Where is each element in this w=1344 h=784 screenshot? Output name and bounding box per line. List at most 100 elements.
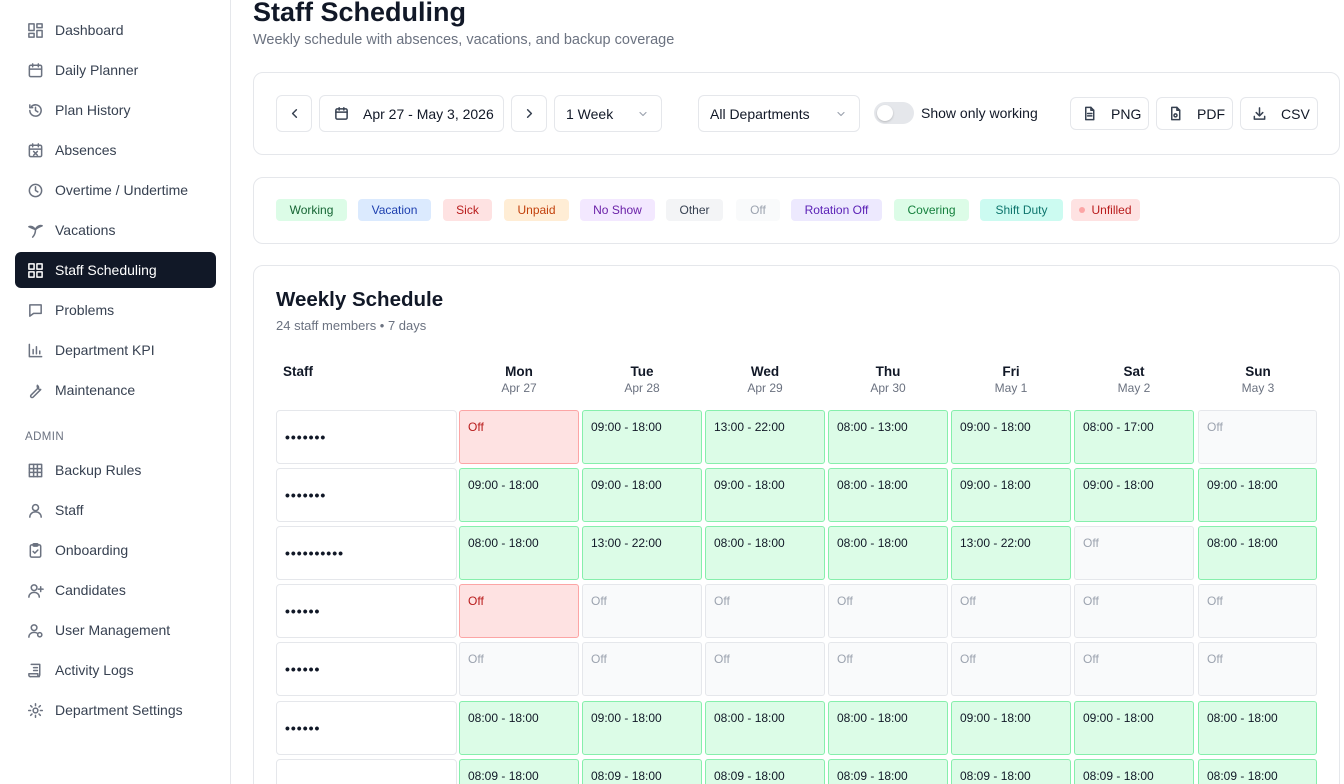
staff-name-cell[interactable]: •••••• <box>276 642 457 696</box>
sidebar-item-department-kpi[interactable]: Department KPI <box>15 332 216 368</box>
shift-cell[interactable]: Off <box>1074 642 1194 696</box>
shift-cell[interactable]: 08:00 - 18:00 <box>459 526 579 580</box>
page-title: Staff Scheduling <box>253 0 467 27</box>
shift-cell[interactable]: 08:00 - 18:00 <box>705 526 825 580</box>
shift-cell[interactable]: 08:00 - 18:00 <box>828 526 948 580</box>
shift-cell[interactable]: 08:00 - 18:00 <box>828 701 948 755</box>
sidebar-item-onboarding[interactable]: Onboarding <box>15 532 216 568</box>
shift-cell[interactable]: Off <box>828 584 948 638</box>
unfilled-dot-icon <box>1079 207 1086 213</box>
scroll-icon <box>26 661 44 679</box>
staff-name-cell[interactable]: •••••• <box>276 584 457 638</box>
shift-cell[interactable]: Off <box>459 584 579 638</box>
chevron-down-icon <box>837 111 845 116</box>
shift-cell[interactable]: Off <box>582 642 702 696</box>
shift-cell[interactable]: 08:09 - 18:00 <box>828 759 948 784</box>
shift-cell[interactable]: 08:09 - 18:00 <box>459 759 579 784</box>
shift-cell[interactable]: 08:00 - 18:00 <box>1198 701 1317 755</box>
shift-cell[interactable]: Off <box>459 642 579 696</box>
staff-name-cell[interactable]: •••••• <box>276 759 457 784</box>
shift-cell[interactable]: 08:00 - 17:00 <box>1074 410 1194 464</box>
legend-chip-label: Rotation Off <box>804 203 869 217</box>
show-only-working-toggle[interactable] <box>874 102 914 124</box>
grid-icon <box>26 261 44 279</box>
sidebar-item-staff-scheduling[interactable]: Staff Scheduling <box>15 252 216 288</box>
history-icon <box>26 101 44 119</box>
date-range-picker[interactable]: Apr 27 - May 3, 2026 <box>319 95 504 132</box>
sidebar-item-dashboard[interactable]: Dashboard <box>15 12 216 48</box>
shift-cell[interactable]: 08:00 - 18:00 <box>1198 526 1317 580</box>
shift-cell[interactable]: 08:09 - 18:00 <box>1198 759 1317 784</box>
shift-cell[interactable]: 09:00 - 18:00 <box>1074 468 1194 522</box>
sidebar-item-backup-rules[interactable]: Backup Rules <box>15 452 216 488</box>
palm-tree-icon <box>26 221 44 239</box>
sidebar-item-plan-history[interactable]: Plan History <box>15 92 216 128</box>
shift-cell[interactable]: 08:09 - 18:00 <box>1074 759 1194 784</box>
shift-cell[interactable]: 09:00 - 18:00 <box>459 468 579 522</box>
shift-cell[interactable]: 09:00 - 18:00 <box>582 701 702 755</box>
shift-cell[interactable]: 13:00 - 22:00 <box>705 410 825 464</box>
schedule-subtitle: 24 staff members • 7 days <box>276 318 427 333</box>
shift-cell[interactable]: Off <box>1198 584 1317 638</box>
shift-cell[interactable]: 09:00 - 18:00 <box>582 410 702 464</box>
shift-cell[interactable]: 13:00 - 22:00 <box>582 526 702 580</box>
shift-cell[interactable]: Off <box>951 642 1071 696</box>
sidebar-item-department-settings[interactable]: Department Settings <box>15 692 216 728</box>
staff-name-cell[interactable]: •••••••••• <box>276 526 457 580</box>
shift-cell[interactable]: Off <box>1074 526 1194 580</box>
shift-cell[interactable]: Off <box>705 642 825 696</box>
shift-cell[interactable]: 09:00 - 18:00 <box>951 410 1071 464</box>
sidebar-item-staff[interactable]: Staff <box>15 492 216 528</box>
export-png-button[interactable]: PNG <box>1070 97 1149 130</box>
shift-cell[interactable]: 09:00 - 18:00 <box>951 468 1071 522</box>
toggle-knob <box>877 105 893 121</box>
next-week-button[interactable] <box>511 95 547 132</box>
export-csv-button[interactable]: CSV <box>1240 97 1318 130</box>
chevron-down-icon <box>639 111 647 116</box>
sidebar-item-user-management[interactable]: User Management <box>15 612 216 648</box>
shift-cell[interactable]: 09:00 - 18:00 <box>705 468 825 522</box>
shift-cell[interactable]: 08:09 - 18:00 <box>582 759 702 784</box>
sidebar-item-daily-planner[interactable]: Daily Planner <box>15 52 216 88</box>
sidebar-item-problems[interactable]: Problems <box>15 292 216 328</box>
staff-name-cell[interactable]: •••••• <box>276 701 457 755</box>
shift-cell[interactable]: Off <box>705 584 825 638</box>
shift-cell[interactable]: 08:00 - 18:00 <box>828 468 948 522</box>
shift-cell[interactable]: 08:00 - 18:00 <box>459 701 579 755</box>
period-select[interactable]: 1 Week <box>554 95 662 132</box>
page-subtitle: Weekly schedule with absences, vacations… <box>253 32 675 48</box>
shift-cell[interactable]: Off <box>1074 584 1194 638</box>
staff-name-cell[interactable]: ••••••• <box>276 410 457 464</box>
shift-cell[interactable]: 13:00 - 22:00 <box>951 526 1071 580</box>
day-date: May 1 <box>994 381 1028 395</box>
export-pdf-button[interactable]: PDF <box>1156 97 1233 130</box>
shift-cell[interactable]: Off <box>951 584 1071 638</box>
shift-cell[interactable]: Off <box>1198 410 1317 464</box>
sidebar-item-activity-logs[interactable]: Activity Logs <box>15 652 216 688</box>
shift-cell[interactable]: Off <box>1198 642 1317 696</box>
shift-cell[interactable]: 09:00 - 18:00 <box>1198 468 1317 522</box>
department-select[interactable]: All Departments <box>698 95 860 132</box>
shift-cell[interactable]: 08:00 - 18:00 <box>705 701 825 755</box>
sidebar-item-absences[interactable]: Absences <box>15 132 216 168</box>
sidebar-item-label: Plan History <box>55 102 131 118</box>
sidebar-item-vacations[interactable]: Vacations <box>15 212 216 248</box>
sidebar-item-overtime[interactable]: Overtime / Undertime <box>15 172 216 208</box>
legend-chip-unfilled: Unfilled <box>1071 199 1140 221</box>
shift-cell[interactable]: 09:00 - 18:00 <box>582 468 702 522</box>
legend-chip-sick: Sick <box>443 199 492 221</box>
shift-cell[interactable]: Off <box>582 584 702 638</box>
sidebar-item-candidates[interactable]: Candidates <box>15 572 216 608</box>
message-icon <box>26 301 44 319</box>
shift-cell[interactable]: 08:09 - 18:00 <box>705 759 825 784</box>
sidebar-item-maintenance[interactable]: Maintenance <box>15 372 216 408</box>
shift-cell[interactable]: Off <box>828 642 948 696</box>
shift-cell[interactable]: Off <box>459 410 579 464</box>
shift-cell[interactable]: 08:00 - 13:00 <box>828 410 948 464</box>
shift-cell[interactable]: 09:00 - 18:00 <box>1074 701 1194 755</box>
shift-cell[interactable]: 08:09 - 18:00 <box>951 759 1071 784</box>
shift-cell[interactable]: 09:00 - 18:00 <box>951 701 1071 755</box>
previous-week-button[interactable] <box>276 95 312 132</box>
chevron-left-icon <box>291 109 297 118</box>
staff-name-cell[interactable]: ••••••• <box>276 468 457 522</box>
